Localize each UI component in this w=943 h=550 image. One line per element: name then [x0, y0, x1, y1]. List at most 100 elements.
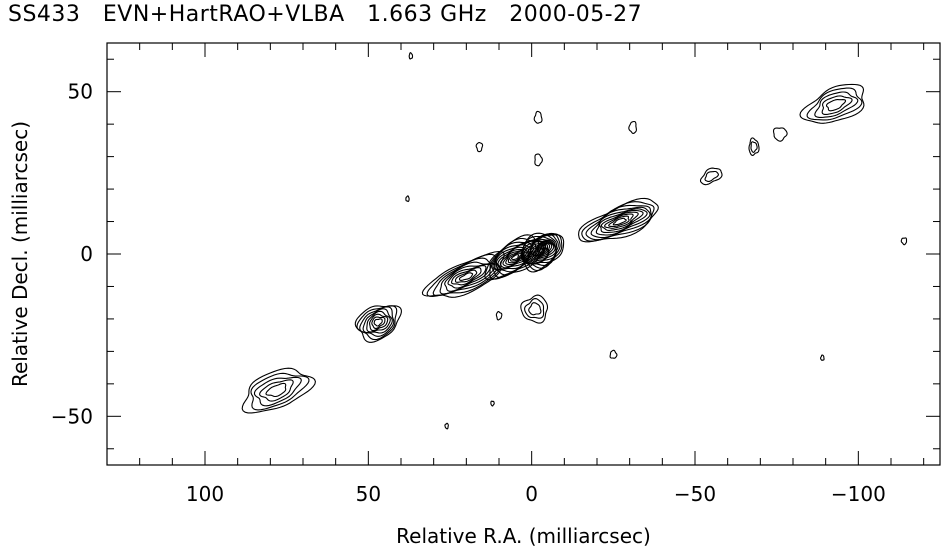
contour-group-ne-knot-1	[699, 167, 723, 186]
contour-level	[490, 400, 495, 407]
axis-ticks	[106, 43, 940, 465]
contour-level	[520, 232, 565, 273]
x-axis-label: Relative R.A. (milliarcsec)	[396, 524, 651, 548]
contour-level	[537, 247, 546, 255]
contour-level	[497, 244, 532, 270]
contour-level	[814, 91, 859, 118]
contour-level	[508, 252, 522, 262]
contour-level	[405, 195, 410, 203]
contour-level	[265, 382, 287, 398]
contour-level	[369, 313, 389, 332]
contour-level	[604, 213, 634, 229]
contour-level	[612, 217, 627, 226]
contour-group-noise-10	[490, 400, 495, 407]
contour-group-noise-3	[475, 141, 484, 153]
contour-level	[528, 302, 542, 316]
contour-level	[447, 265, 487, 289]
contour-level	[373, 318, 383, 327]
contour-group-ne-jet	[578, 197, 659, 243]
contour-level	[408, 52, 414, 60]
contour-group-noise-4	[628, 120, 637, 134]
contour-group-sw-knot-mid	[354, 305, 402, 343]
contour-level	[533, 110, 543, 124]
contour-level	[451, 267, 482, 286]
contour-layer	[241, 52, 908, 430]
contour-level	[454, 269, 478, 283]
contour-level	[590, 206, 651, 239]
x-tick-label: 0	[525, 482, 538, 506]
contour-group-ne-knot-2	[748, 137, 760, 156]
contour-level	[581, 201, 655, 242]
contour-group-noise-11	[444, 422, 449, 430]
contour-level	[609, 349, 618, 359]
x-tick-label: 50	[356, 482, 381, 506]
contour-group-noise-9	[408, 52, 414, 60]
y-tick-label: 0	[80, 242, 93, 266]
contour-level	[529, 240, 556, 263]
contour-group-south-blob	[520, 294, 549, 324]
x-tick-label: −100	[831, 482, 886, 506]
contour-level	[585, 204, 652, 241]
contour-level	[475, 141, 484, 153]
contour-level	[250, 372, 310, 411]
contour-group-noise-1	[533, 110, 543, 124]
contour-group-core	[520, 232, 565, 273]
contour-level	[439, 261, 496, 295]
y-axis-label: Relative Decl. (milliarcsec)	[8, 121, 32, 387]
contour-level	[444, 422, 449, 430]
contour-level	[608, 215, 630, 227]
contour-level	[527, 238, 557, 264]
contour-level	[704, 170, 719, 182]
contour-level	[371, 316, 386, 329]
contour-level	[799, 83, 865, 124]
contour-level	[900, 237, 908, 246]
contour-group-noise-2	[534, 153, 543, 167]
contour-level	[495, 311, 503, 321]
contour-level	[534, 153, 543, 167]
contour-level	[253, 376, 302, 407]
x-tick-label: −50	[674, 482, 716, 506]
contour-level	[536, 246, 548, 256]
contour-level	[525, 236, 557, 265]
contour-level	[806, 87, 863, 121]
contour-level	[524, 298, 545, 319]
y-tick-label: −50	[51, 404, 93, 428]
contour-level	[532, 243, 550, 258]
y-tick-label: 50	[68, 80, 93, 104]
contour-level	[750, 141, 758, 153]
contour-level	[699, 167, 723, 186]
contour-group-sw-knot-far	[241, 367, 316, 414]
contour-level	[241, 367, 316, 414]
x-tick-label: 100	[186, 482, 224, 506]
contour-level	[520, 294, 549, 324]
contour-group-noise-8	[405, 195, 410, 203]
contour-level	[362, 308, 393, 334]
contour-level	[444, 263, 492, 292]
contour-group-noise-7	[900, 237, 908, 246]
contour-level	[491, 239, 543, 279]
contour-level	[595, 208, 648, 236]
contour-level	[772, 127, 788, 142]
contour-level	[628, 120, 637, 134]
contour-level	[748, 137, 760, 156]
contour-group-noise-5	[609, 349, 618, 359]
contour-level	[820, 354, 825, 361]
contour-group-ne-knot-3	[772, 127, 788, 142]
contour-level	[825, 99, 847, 112]
contour-group-noise-12	[820, 354, 825, 361]
contour-level	[507, 251, 525, 264]
contour-level	[538, 248, 545, 254]
contour-level	[510, 254, 520, 261]
contour-level	[259, 379, 294, 402]
contour-level	[600, 211, 639, 231]
contour-level	[821, 95, 853, 115]
contour-group-noise-6	[495, 311, 503, 321]
contour-level	[458, 272, 474, 281]
tick-labels: 100 50 0 −50 −100 50 0 −50	[51, 80, 886, 506]
contour-level	[359, 306, 395, 337]
contour-level	[534, 244, 549, 257]
contour-group-ne-knot-far	[799, 83, 865, 124]
chart-title: SS433 EVN+HartRAO+VLBA 1.663 GHz 2000-05…	[8, 2, 643, 27]
contour-level	[366, 310, 391, 333]
